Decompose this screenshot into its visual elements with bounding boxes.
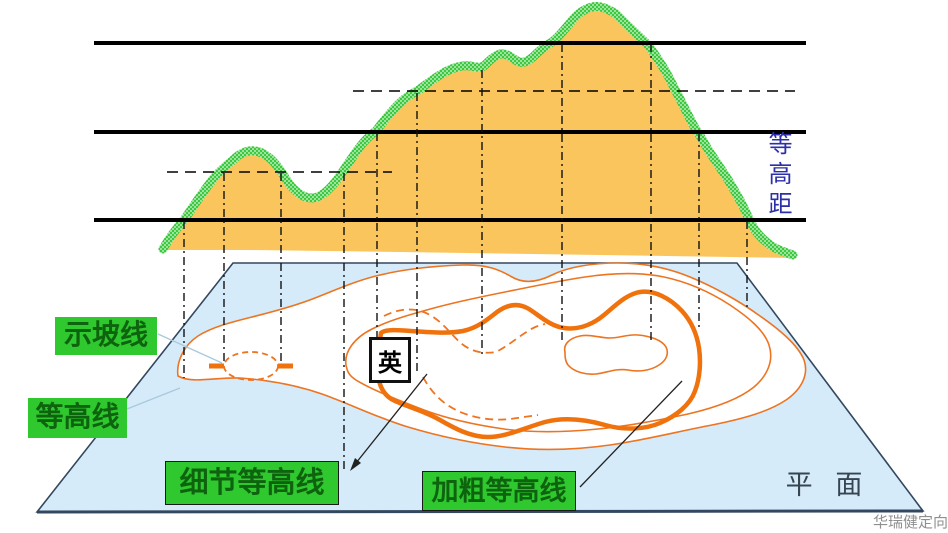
- leader-lines: [126, 333, 683, 488]
- contour-line-leader: [126, 387, 181, 410]
- detail-contour-leader-arrowhead: [350, 458, 361, 471]
- plane-front-edge: [36, 509, 924, 514]
- contour-interval-label: 等高距: [764, 131, 790, 221]
- outer-contour: [176, 262, 807, 451]
- contour-map: [176, 262, 807, 451]
- detail-contour-upper-dashed: [383, 308, 546, 354]
- detail-contour-lower-dashed: [422, 376, 539, 421]
- watermark-text: 华瑞健定向: [872, 514, 948, 531]
- slope-line-leader: [157, 333, 223, 364]
- bold-contour-leader: [579, 380, 683, 488]
- level-lines: [94, 41, 806, 222]
- summit-contour: [563, 334, 669, 375]
- legend-marker-box: 英: [369, 337, 411, 383]
- detail-contour-leader: [351, 373, 428, 469]
- detail-contour-label: 细节等高线: [165, 461, 339, 505]
- contour-line-label: 等高线: [28, 398, 127, 438]
- bold-index-contour: [375, 289, 703, 440]
- slope-line-label: 示坡线: [55, 317, 157, 355]
- second-contour: [345, 272, 772, 433]
- bold-contour-label: 加粗等高线: [422, 471, 576, 511]
- plane-label: 平 面: [785, 469, 871, 500]
- projection-lines: [183, 44, 748, 470]
